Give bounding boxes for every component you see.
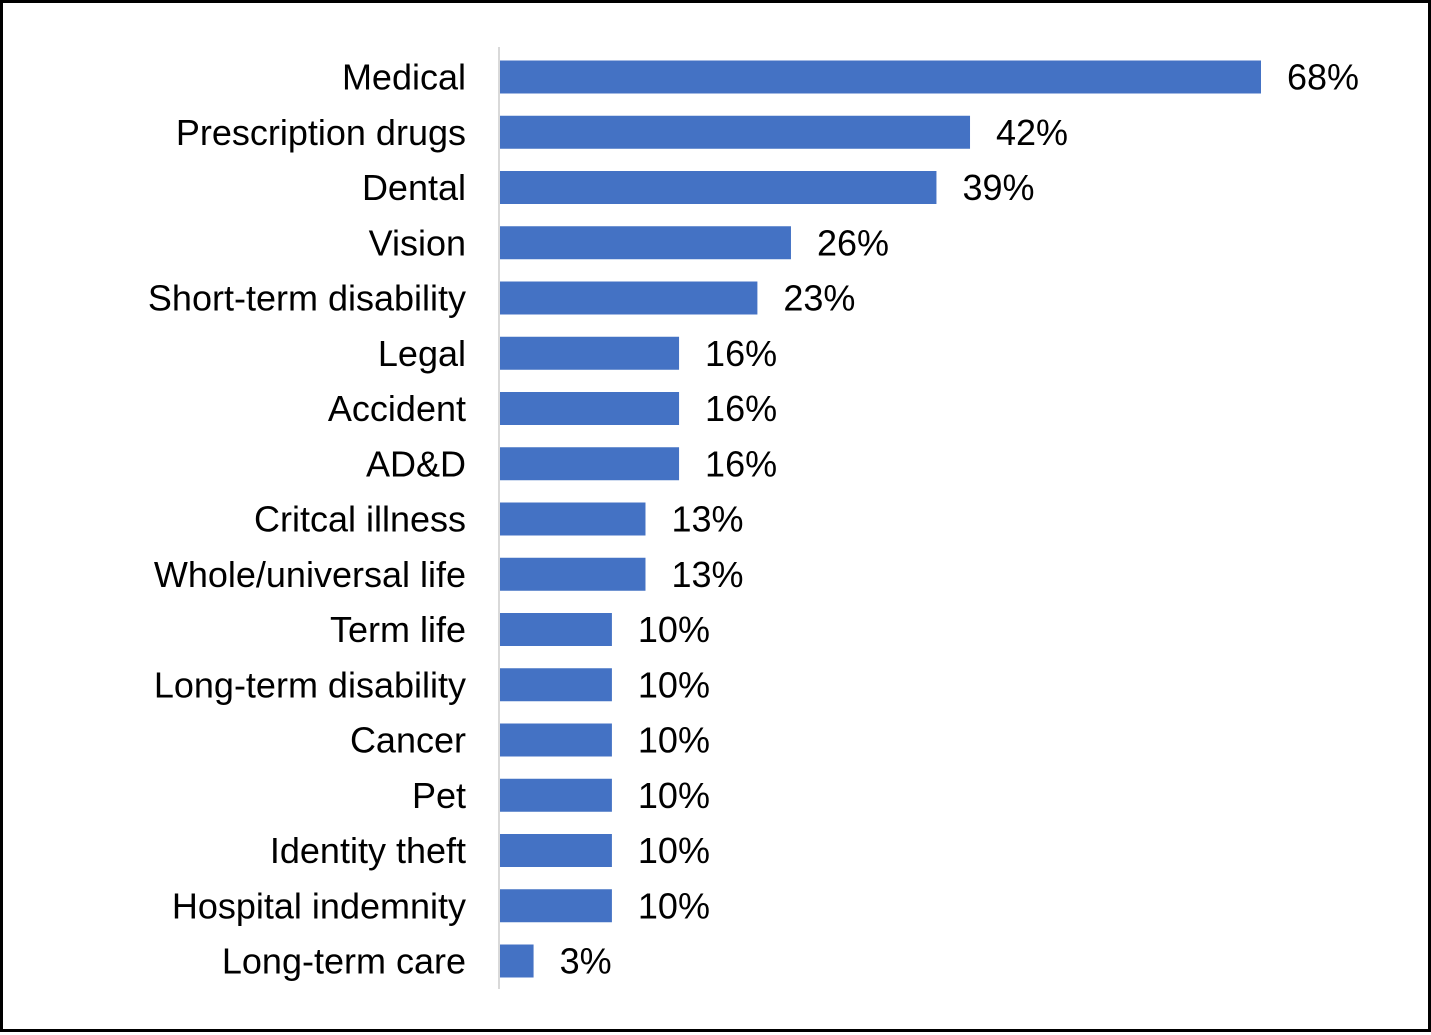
- category-label: Long-term care: [222, 941, 466, 982]
- data-label: 10%: [638, 830, 710, 871]
- data-label: 26%: [817, 222, 889, 263]
- data-label: 3%: [560, 941, 612, 982]
- bar: [500, 447, 680, 481]
- data-label: 10%: [638, 720, 710, 761]
- category-label: Hospital indemnity: [172, 885, 466, 926]
- category-label: Cancer: [350, 720, 466, 761]
- data-label: 16%: [705, 388, 777, 429]
- category-label: Identity theft: [270, 830, 466, 871]
- category-label: Term life: [330, 609, 466, 650]
- value-labels-group: 68%42%39%26%23%16%16%16%13%13%10%10%10%1…: [560, 57, 1359, 982]
- data-label: 68%: [1287, 57, 1359, 98]
- bar: [500, 723, 612, 757]
- data-label: 10%: [638, 885, 710, 926]
- data-label: 10%: [638, 664, 710, 705]
- data-label: 16%: [705, 443, 777, 484]
- category-label: Legal: [378, 333, 466, 374]
- category-label: Prescription drugs: [176, 112, 466, 153]
- category-label: Pet: [412, 775, 466, 816]
- bar-chart: Medical Prescription drugs Dental Vision Sho…: [148, 47, 1359, 989]
- data-label: 42%: [996, 112, 1068, 153]
- category-labels-group: Medical Prescription drugs Dental Vision Sho…: [148, 57, 466, 982]
- bar: [500, 613, 612, 646]
- bar: [500, 60, 1261, 94]
- data-label: 13%: [671, 499, 743, 540]
- category-label: Short-term disability: [148, 278, 466, 319]
- bar: [500, 115, 971, 149]
- data-label: 13%: [671, 554, 743, 595]
- category-label: Critcal illness: [254, 499, 466, 540]
- category-label: Accident: [328, 388, 466, 429]
- bar: [500, 889, 612, 923]
- bar: [500, 281, 758, 315]
- bar: [500, 944, 534, 978]
- data-label: 23%: [783, 278, 855, 319]
- bar: [500, 336, 680, 370]
- bar: [500, 226, 791, 260]
- category-label: AD&D: [366, 443, 466, 484]
- data-label: 16%: [705, 333, 777, 374]
- bar: [500, 502, 646, 536]
- bar: [500, 557, 646, 591]
- category-label: Long-term disability: [154, 664, 466, 705]
- bar: [500, 778, 612, 812]
- data-label: 10%: [638, 609, 710, 650]
- category-label: Medical: [342, 57, 466, 98]
- category-label: Dental: [362, 167, 466, 208]
- bar: [500, 668, 612, 702]
- data-label: 10%: [638, 775, 710, 816]
- bar: [500, 834, 612, 867]
- category-label: Vision: [369, 222, 466, 263]
- category-label: Whole/universal life: [154, 554, 466, 595]
- bar: [500, 392, 680, 425]
- bar: [500, 171, 937, 204]
- bars-group: [500, 60, 1261, 978]
- data-label: 39%: [962, 167, 1034, 208]
